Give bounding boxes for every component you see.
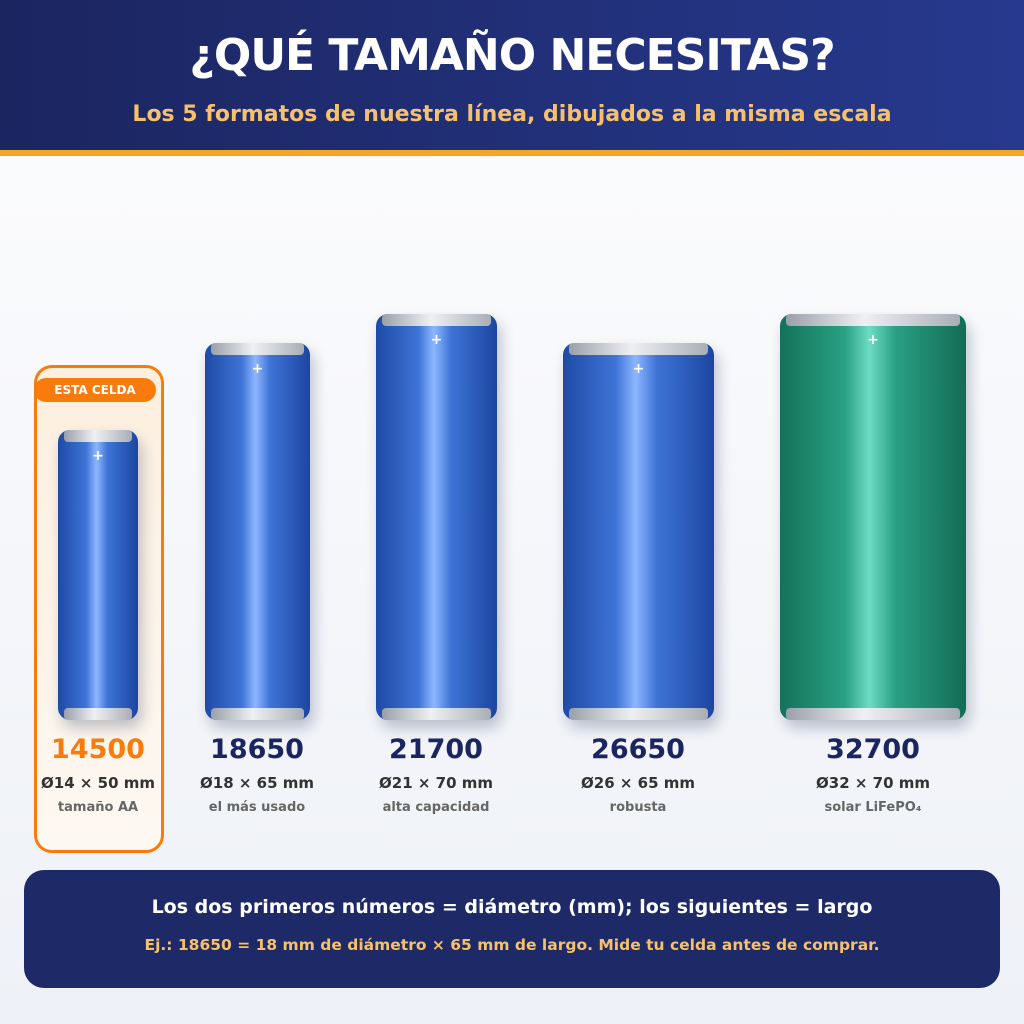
cell-note: el más usado bbox=[208, 800, 306, 815]
cell-name: 14500 bbox=[51, 734, 145, 765]
cell-note: tamaño AA bbox=[57, 800, 139, 815]
cell-note: robusta bbox=[609, 800, 667, 815]
cell-dims: Ø14 × 50 mm bbox=[41, 774, 155, 792]
battery: + bbox=[376, 314, 497, 720]
cell-dims: Ø26 × 65 mm bbox=[581, 774, 695, 792]
subtitle: Los 5 formatos de nuestra línea, dibujad… bbox=[132, 102, 892, 127]
cell-name: 32700 bbox=[826, 734, 920, 765]
cell-name: 26650 bbox=[591, 734, 685, 765]
cell-dims: Ø32 × 70 mm bbox=[816, 774, 930, 792]
footer-line: Ej.: 18650 = 18 mm de diámetro × 65 mm d… bbox=[144, 936, 880, 954]
cell-note: solar LiFePO₄ bbox=[824, 800, 922, 815]
battery: + bbox=[58, 430, 138, 720]
battery: + bbox=[205, 343, 310, 720]
footer: Los dos primeros números = diámetro (mm)… bbox=[24, 870, 1000, 988]
footer-line: Los dos primeros números = diámetro (mm)… bbox=[151, 896, 873, 918]
badge: ESTA CELDA bbox=[34, 378, 156, 402]
battery: + bbox=[780, 314, 966, 720]
title: ¿QUÉ TAMAÑO NECESITAS? bbox=[189, 30, 835, 81]
battery: + bbox=[563, 343, 714, 720]
header: ¿QUÉ TAMAÑO NECESITAS? Los 5 formatos de… bbox=[0, 0, 1024, 156]
cell-name: 18650 bbox=[210, 734, 304, 765]
cell-note: alta capacidad bbox=[382, 800, 490, 815]
cell-name: 21700 bbox=[389, 734, 483, 765]
cell-dims: Ø18 × 65 mm bbox=[200, 774, 314, 792]
cell-dims: Ø21 × 70 mm bbox=[379, 774, 493, 792]
